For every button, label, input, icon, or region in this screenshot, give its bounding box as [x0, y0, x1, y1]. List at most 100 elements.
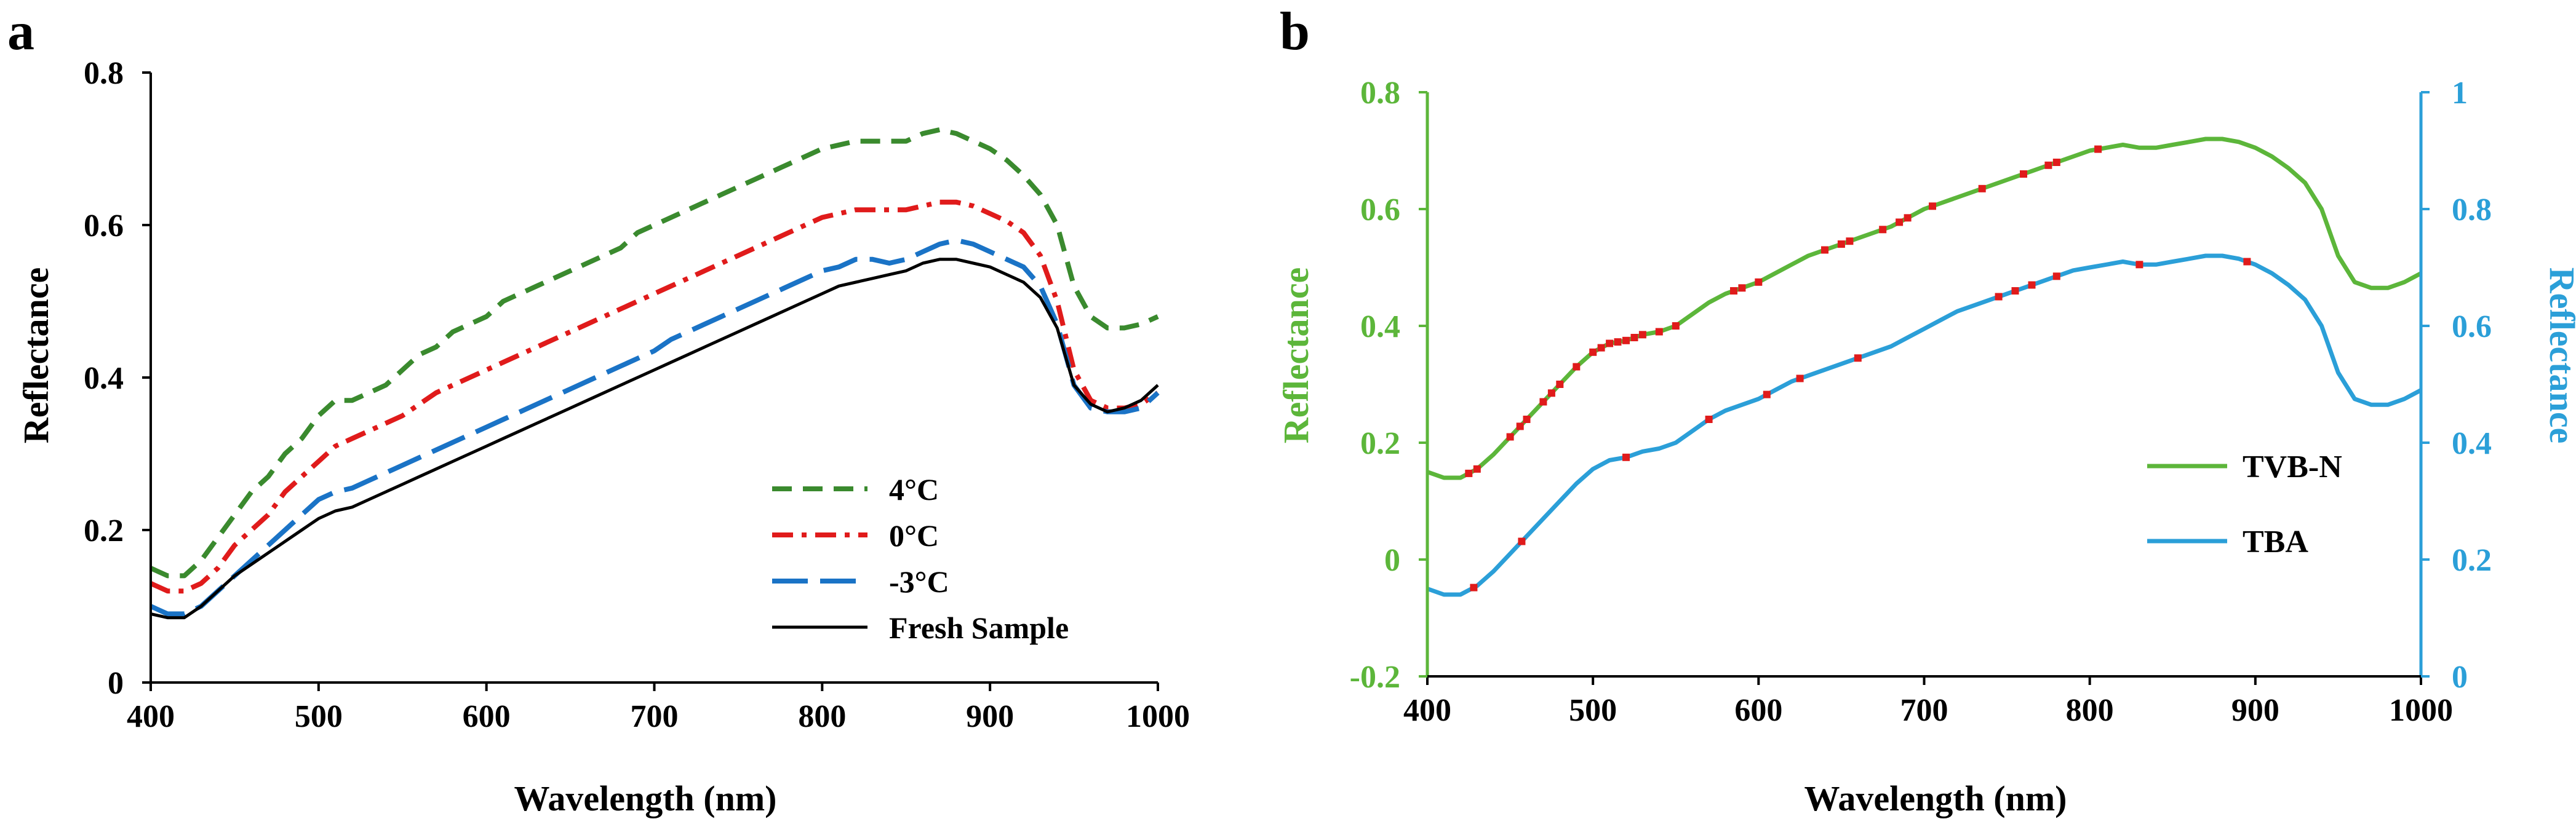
panel-a-x-tick-label: 400 [127, 699, 175, 734]
panel-b-selected-wavelength-marker [1846, 237, 1854, 245]
panel-b-selected-wavelength-marker [2044, 161, 2052, 169]
panel-b: b 400 500 600 700 800 900 1000 -0.2 0 0.2 0.4 0.6 0.… [1276, 2, 2576, 818]
panel-b-selected-wavelength-marker [1738, 284, 1746, 292]
panel-b-series [1426, 137, 2422, 597]
panel-a-y-tick-label: 0 [108, 666, 124, 701]
panel-b-selected-wavelength-marker [1470, 584, 1478, 592]
panel-b-selected-wavelength-marker [1614, 338, 1622, 346]
panel-b-selected-wavelength-marker [1638, 331, 1646, 339]
panel-b-selected-wavelength-marker [1573, 363, 1581, 371]
panel-b-selected-wavelength-marker [1539, 398, 1547, 406]
panel-b-right-y-tick-label: 0.2 [2452, 543, 2492, 578]
panel-b-selected-wavelength-marker [2052, 159, 2060, 166]
panel-a: a 400 500 600 700 800 900 1000 0 0.2 0.4 0.6 0.8 Wa… [7, 2, 1190, 818]
panel-b-series-line-1 [1426, 253, 2422, 597]
panel-b-selected-wavelength-marker [2094, 145, 2102, 153]
panel-b-left-y-tick-label: -0.2 [1350, 660, 1400, 695]
panel-b-selected-wavelength-marker [1730, 287, 1737, 295]
panel-b-selected-wavelength-marker [2052, 272, 2060, 280]
panel-b-left-y-tick-label: 0.2 [1360, 426, 1400, 461]
panel-a-y-axis-title: Reflectance [16, 267, 56, 444]
panel-b-selected-wavelength-marker [1518, 537, 1526, 545]
panel-a-y-tick-label: 0.4 [84, 361, 124, 396]
panel-a-legend-label-1: 0°C [889, 518, 939, 553]
panel-b-left-y-tick-label: 0 [1384, 543, 1400, 578]
panel-b-selected-wavelength-marker [1705, 416, 1713, 423]
panel-b-selected-wavelength-marker [1995, 293, 2003, 301]
panel-b-right-y-tick-label: 0.6 [2452, 309, 2492, 344]
panel-b-axes: 400 500 600 700 800 900 1000 -0.2 0 0.2 0.4 0.6 0.8 0… [1350, 76, 2492, 728]
panel-b-selected-wavelength-marker [1465, 469, 1473, 477]
panel-b-selected-wavelength-marker [1606, 339, 1614, 347]
panel-a-legend-label-3: Fresh Sample [889, 611, 1069, 645]
panel-b-x-tick-label: 500 [1569, 693, 1617, 728]
panel-a-series-line-0 [150, 127, 1159, 579]
panel-b-x-tick-label: 700 [1900, 693, 1948, 728]
panel-b-selected-wavelength-marker [2135, 261, 2143, 269]
panel-b-legend: TVB-N TBA [2147, 449, 2342, 560]
panel-b-selected-wavelength-marker [1837, 240, 1845, 248]
panel-a-x-tick-label: 1000 [1126, 699, 1190, 734]
panel-a-series-line-3 [150, 258, 1159, 620]
panel-b-selected-wavelength-marker [1879, 226, 1887, 234]
panel-b-right-y-tick-label: 0.8 [2452, 192, 2492, 228]
panel-a-legend: 4°C 0°C -3°C Fresh Sample [772, 472, 1069, 645]
panel-b-selected-wavelength-marker [2028, 281, 2036, 289]
panel-b-selected-wavelength-marker [1589, 348, 1597, 356]
panel-a-y-tick-label: 0.2 [84, 513, 124, 548]
panel-b-selected-wavelength-marker [1854, 354, 1862, 362]
panel-b-left-y-tick-label: 0.6 [1360, 192, 1400, 228]
panel-a-legend-label-2: -3°C [889, 564, 949, 599]
panel-b-selected-wavelength-marker [1547, 389, 1555, 397]
panel-b-selected-wavelength-marker [1929, 202, 1936, 210]
panel-a-x-tick-label: 600 [463, 699, 511, 734]
panel-b-selected-wavelength-marker [1755, 278, 1763, 286]
panel-a-x-tick-label: 800 [798, 699, 846, 734]
panel-b-selected-wavelength-marker [2243, 258, 2251, 266]
panel-a-x-tick-label: 700 [631, 699, 679, 734]
panel-b-selected-wavelength-marker [2011, 287, 2019, 295]
panel-b-selected-wavelength-marker [1597, 344, 1605, 352]
panel-a-x-axis-title: Wavelength (nm) [514, 778, 777, 818]
panel-b-selected-wavelength-marker [2020, 170, 2027, 178]
panel-b-x-tick-label: 600 [1734, 693, 1782, 728]
panel-b-selected-wavelength-marker [1655, 328, 1663, 336]
panel-b-selected-wavelength-marker [1516, 422, 1524, 430]
panel-a-legend-label-0: 4°C [889, 472, 939, 507]
panel-b-selected-wavelength-marker [1896, 218, 1904, 226]
panel-a-series [150, 127, 1160, 620]
panel-b-x-tick-label: 900 [2231, 693, 2279, 728]
panel-a-x-tick-label: 900 [966, 699, 1014, 734]
panel-b-right-y-tick-label: 0 [2452, 660, 2468, 695]
panel-b-x-tick-label: 800 [2066, 693, 2114, 728]
panel-b-left-y-tick-label: 0.4 [1360, 309, 1400, 344]
panel-b-selected-wavelength-marker [1672, 322, 1680, 330]
panel-a-axes: 400 500 600 700 800 900 1000 0 0.2 0.4 0.6 0.8 [84, 56, 1190, 734]
panel-b-selected-wavelength-marker [1821, 246, 1828, 254]
panel-b-legend-label-0: TVB-N [2243, 449, 2342, 485]
panel-a-y-tick-label: 0.8 [84, 56, 124, 91]
panel-b-x-tick-label: 400 [1403, 693, 1451, 728]
panel-b-left-y-axis-title: Reflectance [1276, 267, 1316, 444]
panel-b-selected-wavelength-marker [1556, 381, 1564, 388]
panel-a-x-tick-label: 500 [295, 699, 343, 734]
panel-b-selected-wavelength-marker [1763, 390, 1771, 398]
panel-b-series-line-0 [1426, 137, 2422, 480]
panel-a-series-line-1 [150, 199, 1160, 594]
panel-b-selected-wavelength-marker [1622, 453, 1630, 461]
panel-b-right-y-tick-label: 0.4 [2452, 426, 2492, 461]
panel-b-legend-label-1: TBA [2243, 524, 2308, 560]
panel-b-label: b [1280, 2, 1310, 61]
panel-b-selected-wavelength-marker [1622, 336, 1630, 344]
panel-b-selected-wavelength-marker [1796, 374, 1804, 382]
panel-b-x-axis-title: Wavelength (nm) [1804, 778, 2067, 818]
panel-b-left-y-tick-label: 0.8 [1360, 76, 1400, 111]
panel-b-selected-wavelength-marker [1904, 214, 1912, 222]
panel-a-label: a [7, 2, 34, 61]
panel-b-x-tick-label: 1000 [2389, 693, 2453, 728]
panel-a-series-line-2 [150, 237, 1160, 617]
panel-b-right-y-axis-title: Reflectance [2542, 267, 2576, 444]
panel-b-selected-wavelength-marker [1473, 465, 1481, 473]
panel-b-right-y-tick-label: 1 [2452, 76, 2468, 111]
